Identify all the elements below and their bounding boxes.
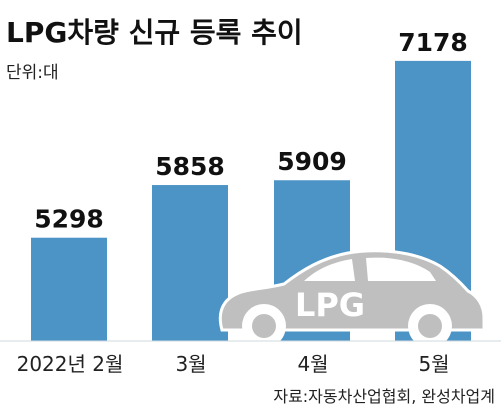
unit-label: 단위:대 bbox=[6, 63, 59, 83]
value-label: 7178 bbox=[398, 28, 468, 57]
car-wheel-icon bbox=[418, 314, 442, 338]
value-label: 5298 bbox=[34, 205, 104, 234]
bar bbox=[31, 237, 107, 341]
chart-title: LPG차량 신규 등록 추이 bbox=[6, 16, 303, 49]
car-window-icon bbox=[366, 257, 436, 281]
source-note: 자료:자동차산업협회, 완성차업계 bbox=[273, 387, 495, 406]
category-label: 5월 bbox=[418, 352, 449, 376]
category-label: 4월 bbox=[297, 352, 328, 376]
value-label: 5858 bbox=[155, 152, 225, 181]
bar bbox=[152, 185, 228, 341]
value-label: 5909 bbox=[277, 147, 347, 176]
labels-layer: 5298 2022년 2월 5858 3월 5909 4월 7178 5월 bbox=[17, 28, 468, 376]
lpg-car-illustration: LPG bbox=[218, 249, 486, 348]
car-window-icon bbox=[304, 259, 355, 281]
car-lpg-label: LPG bbox=[295, 286, 365, 324]
car-wheel-icon bbox=[252, 314, 276, 338]
category-label: 3월 bbox=[175, 352, 206, 376]
category-label: 2022년 2월 bbox=[17, 352, 124, 376]
